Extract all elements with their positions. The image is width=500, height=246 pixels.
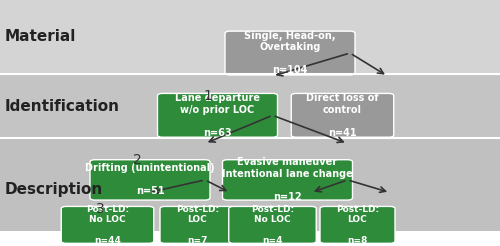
- Text: 2: 2: [133, 153, 142, 167]
- Text: Single, Head-on,
Overtaking

n=104: Single, Head-on, Overtaking n=104: [244, 31, 336, 76]
- FancyBboxPatch shape: [160, 206, 235, 243]
- FancyBboxPatch shape: [0, 74, 500, 138]
- Text: Description: Description: [5, 182, 103, 197]
- FancyBboxPatch shape: [90, 160, 210, 200]
- FancyBboxPatch shape: [225, 31, 355, 75]
- FancyBboxPatch shape: [158, 93, 278, 137]
- Text: Lane departure
w/o prior LOC

n=63: Lane departure w/o prior LOC n=63: [175, 93, 260, 138]
- Text: Post-LD:
LOC

n=8: Post-LD: LOC n=8: [336, 205, 379, 245]
- Text: 1: 1: [203, 89, 212, 103]
- Text: Material: Material: [5, 30, 76, 44]
- FancyBboxPatch shape: [222, 160, 352, 200]
- FancyBboxPatch shape: [62, 206, 154, 243]
- Text: Direct loss of
control

n=41: Direct loss of control n=41: [306, 93, 379, 138]
- Text: Post-LD:
No LOC

n=4: Post-LD: No LOC n=4: [251, 205, 294, 245]
- FancyBboxPatch shape: [0, 0, 500, 74]
- Text: Evasive maneuver
Intentional lane change

n=12: Evasive maneuver Intentional lane change…: [222, 157, 353, 202]
- Text: Identification: Identification: [5, 99, 120, 114]
- FancyBboxPatch shape: [291, 93, 394, 137]
- FancyBboxPatch shape: [229, 206, 316, 243]
- Text: Post-LD:
No LOC

n=44: Post-LD: No LOC n=44: [86, 205, 129, 245]
- FancyBboxPatch shape: [320, 206, 395, 243]
- Text: Post-LD:
LOC

n=7: Post-LD: LOC n=7: [176, 205, 219, 245]
- Text: Drifting (unintentional)

n=51: Drifting (unintentional) n=51: [85, 163, 215, 197]
- Text: 3: 3: [96, 202, 104, 216]
- FancyBboxPatch shape: [0, 138, 500, 231]
